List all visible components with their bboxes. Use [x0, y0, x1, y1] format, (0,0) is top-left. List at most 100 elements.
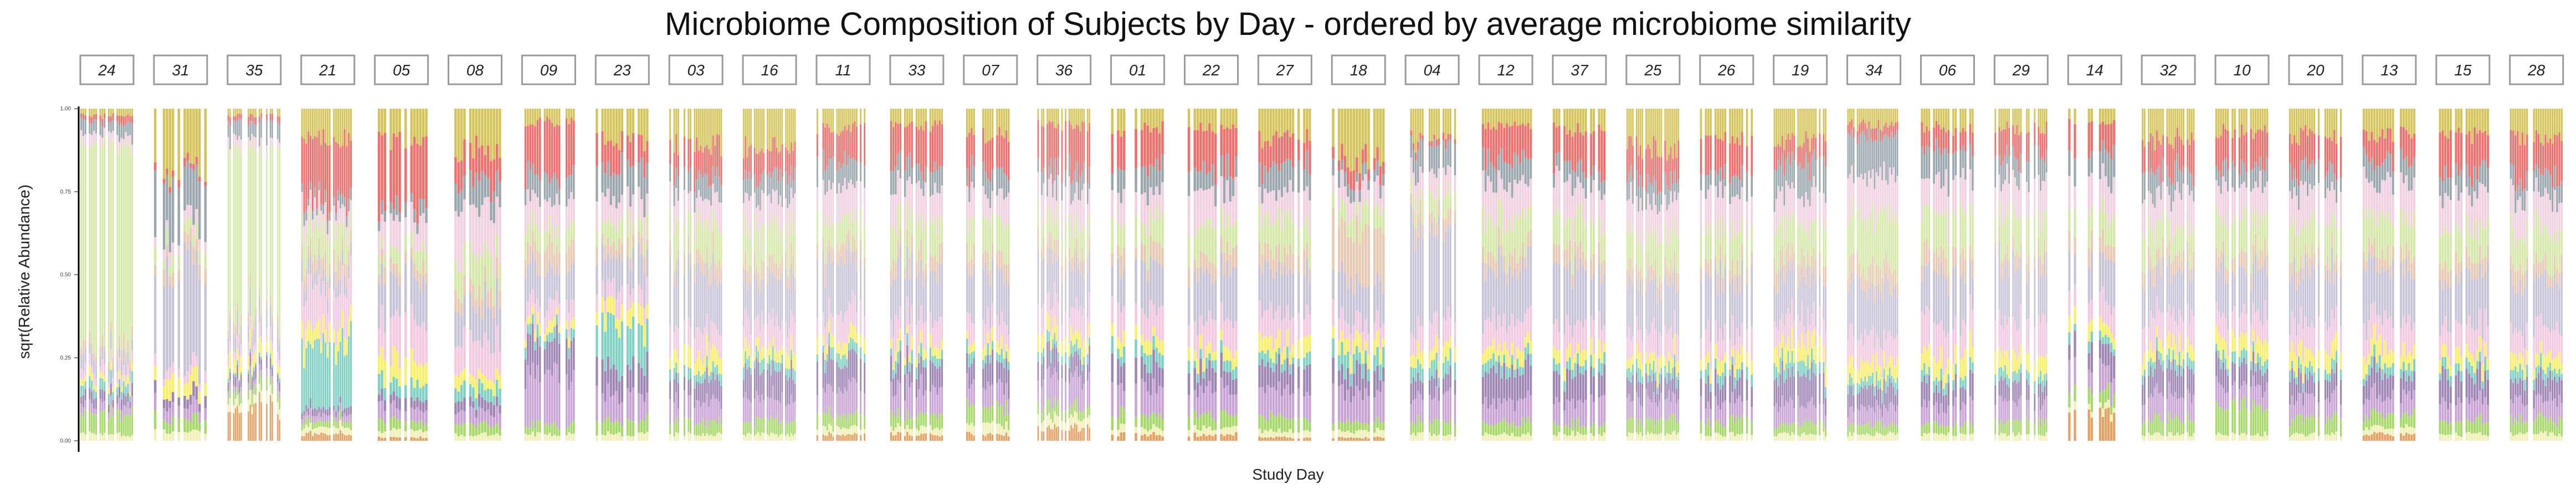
taxon-segment	[558, 252, 561, 276]
taxon-segment	[687, 380, 690, 395]
taxon-segment	[1226, 180, 1229, 214]
taxon-segment	[785, 375, 787, 406]
taxon-segment	[915, 183, 918, 221]
taxon-segment	[255, 150, 256, 308]
taxon-segment	[1058, 352, 1059, 362]
taxon-segment	[700, 254, 702, 273]
taxon-segment	[116, 409, 119, 434]
taxon-segment	[832, 431, 834, 437]
taxon-segment	[1280, 364, 1284, 373]
taxon-segment	[475, 427, 478, 436]
taxon-segment	[89, 365, 91, 376]
taxon-segment	[753, 212, 756, 254]
taxon-segment	[1303, 396, 1306, 417]
taxon-segment	[938, 359, 941, 366]
taxon-segment	[684, 109, 685, 137]
facet-panel-33: 33	[889, 54, 945, 441]
taxon-segment	[768, 341, 770, 355]
taxon-segment	[248, 314, 249, 326]
taxon-segment	[1158, 413, 1161, 429]
taxon-segment	[249, 316, 252, 329]
taxon-segment	[346, 109, 348, 146]
taxon-segment	[307, 273, 310, 320]
taxon-segment	[826, 384, 828, 415]
taxon-segment	[101, 359, 104, 372]
taxon-segment	[350, 406, 352, 414]
taxon-segment	[669, 399, 671, 425]
taxon-segment	[844, 388, 846, 415]
taxon-segment	[748, 109, 750, 147]
taxon-segment	[1289, 320, 1292, 353]
taxon-segment	[1058, 203, 1059, 239]
taxon-segment	[904, 170, 906, 197]
taxon-segment	[1155, 127, 1158, 159]
taxon-segment	[626, 135, 629, 160]
taxon-segment	[186, 409, 189, 420]
taxon-segment	[838, 135, 840, 162]
taxon-segment	[1146, 125, 1150, 177]
taxon-segment	[339, 430, 341, 441]
taxon-segment	[1068, 154, 1070, 177]
taxon-segment	[305, 348, 307, 405]
taxon-segment	[318, 406, 320, 413]
taxon-segment	[104, 136, 106, 347]
taxon-segment	[314, 197, 316, 219]
taxon-segment	[756, 434, 757, 441]
taxon-segment	[398, 109, 401, 132]
taxon-segment	[596, 325, 598, 357]
taxon-segment	[690, 395, 692, 418]
taxon-segment	[529, 229, 532, 246]
taxon-segment	[314, 218, 316, 255]
day-bar	[743, 109, 745, 441]
taxon-segment	[757, 337, 760, 352]
taxon-segment	[495, 233, 499, 257]
taxon-segment	[269, 120, 271, 138]
taxon-segment	[708, 383, 710, 407]
day-bar	[335, 109, 337, 441]
taxon-segment	[852, 425, 854, 435]
taxon-segment	[1046, 179, 1048, 197]
taxon-segment	[279, 378, 280, 383]
taxon-segment	[1055, 175, 1058, 201]
taxon-segment	[1037, 361, 1039, 381]
taxon-segment	[227, 121, 229, 138]
taxon-segment	[1341, 431, 1343, 437]
day-bar	[842, 109, 844, 441]
taxon-segment	[1158, 385, 1161, 413]
taxon-segment	[131, 349, 134, 361]
taxon-segment	[543, 171, 546, 200]
taxon-segment	[1214, 430, 1217, 435]
taxon-segment	[1193, 259, 1197, 272]
day-bar	[481, 109, 484, 441]
day-bar	[748, 109, 750, 441]
taxon-segment	[322, 426, 325, 434]
taxon-segment	[389, 318, 392, 366]
taxon-segment	[1269, 191, 1272, 226]
taxon-segment	[677, 373, 679, 383]
taxon-segment	[629, 258, 632, 271]
taxon-segment	[269, 306, 271, 327]
taxon-segment	[301, 320, 303, 339]
taxon-segment	[548, 260, 551, 298]
taxon-segment	[305, 416, 307, 425]
taxon-segment	[1275, 338, 1277, 353]
taxon-segment	[743, 283, 745, 327]
taxon-segment	[1003, 138, 1005, 174]
taxon-segment	[395, 396, 398, 409]
taxon-segment	[1061, 109, 1063, 131]
taxon-segment	[320, 426, 322, 433]
taxon-segment	[1187, 287, 1190, 325]
taxon-segment	[615, 232, 618, 251]
taxon-segment	[1043, 304, 1045, 333]
taxon-segment	[310, 422, 312, 431]
day-bar	[1199, 109, 1202, 441]
taxon-segment	[836, 242, 838, 263]
taxon-segment	[101, 435, 104, 441]
taxon-segment	[350, 187, 352, 200]
taxon-segment	[240, 372, 242, 375]
taxon-segment	[454, 157, 457, 184]
taxon-segment	[343, 413, 346, 421]
taxon-segment	[966, 431, 968, 441]
taxon-segment	[307, 432, 310, 441]
day-bar	[697, 109, 700, 441]
